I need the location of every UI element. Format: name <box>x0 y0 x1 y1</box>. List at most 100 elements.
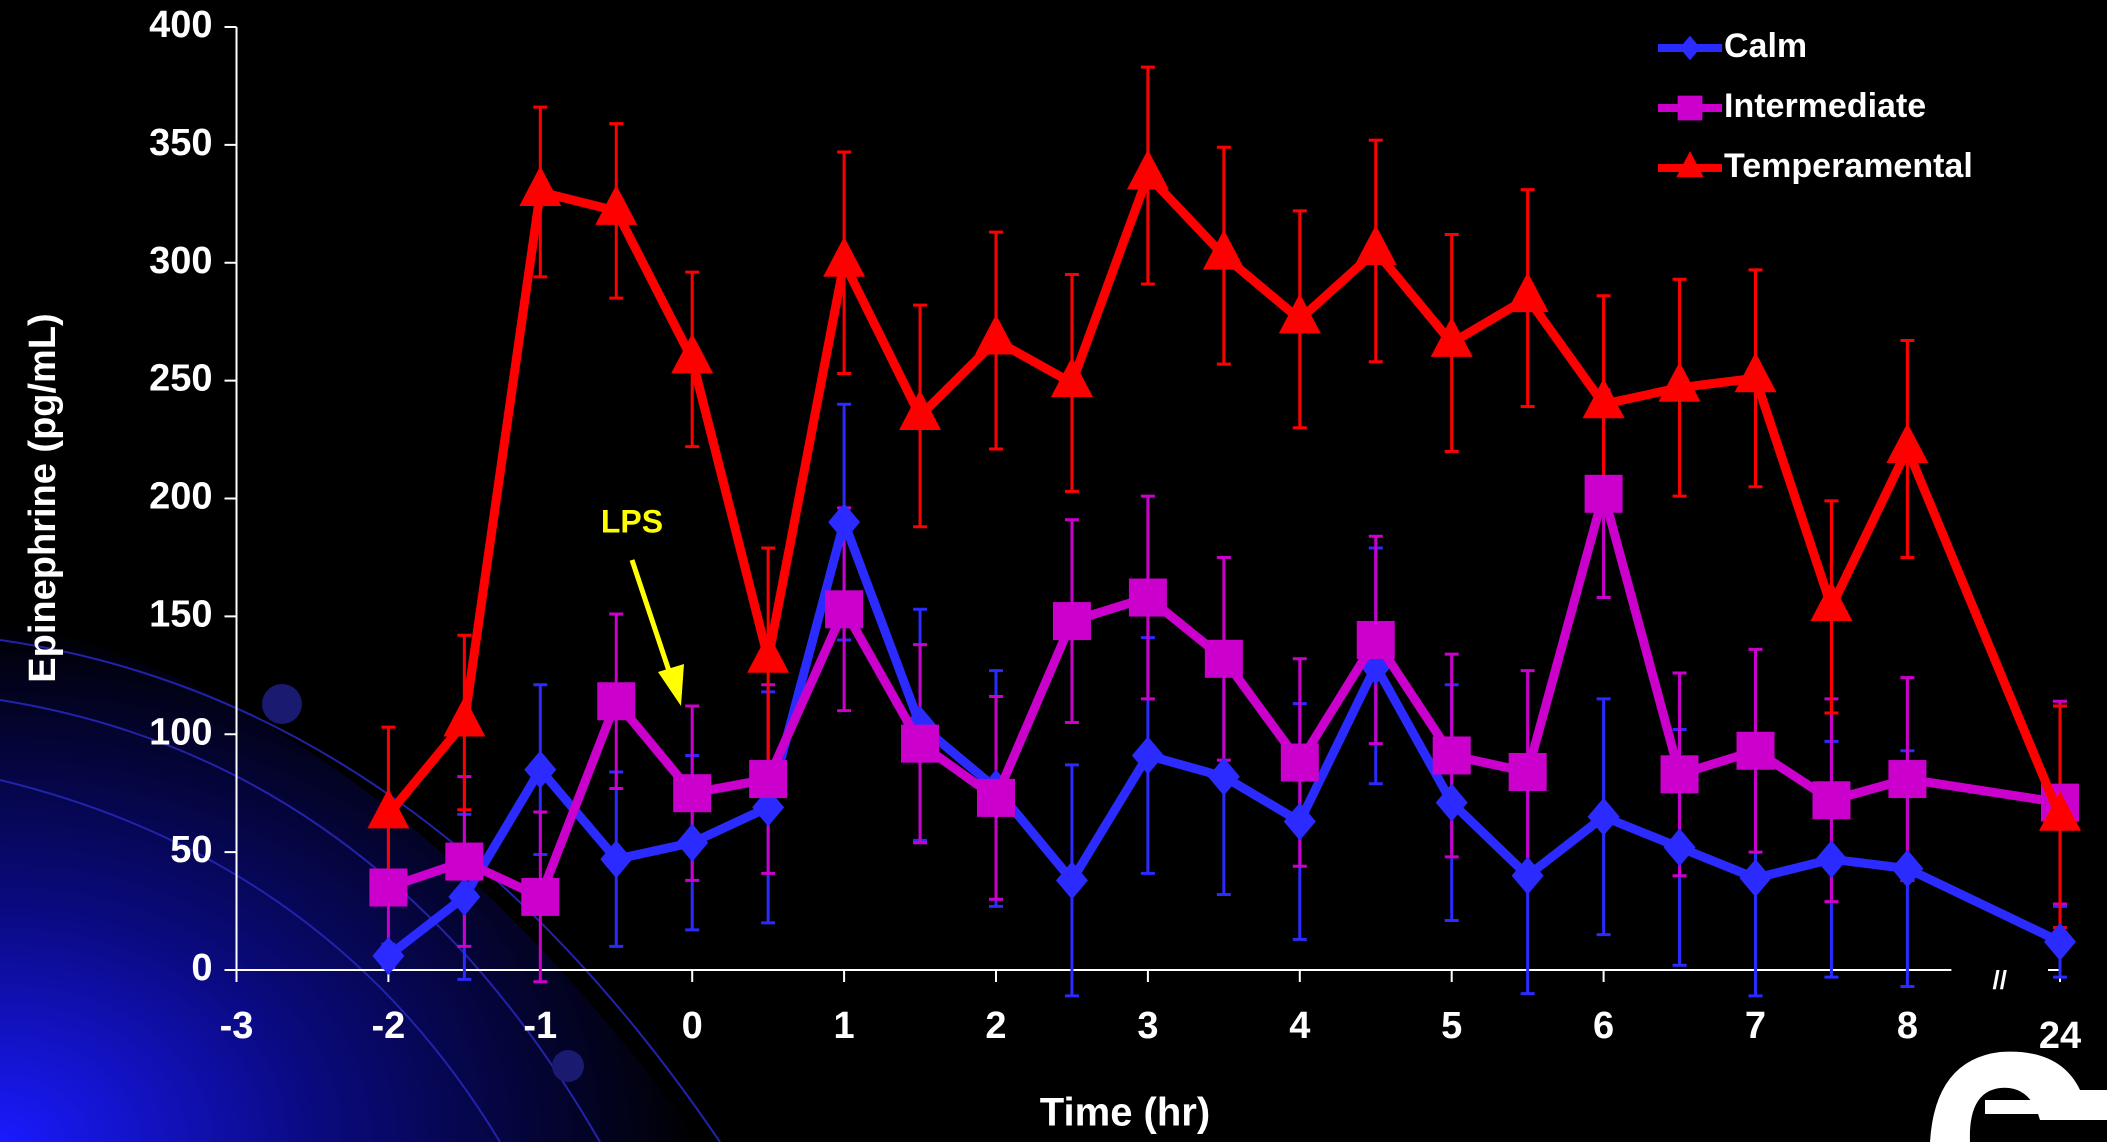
marker <box>1815 840 1848 879</box>
marker <box>1888 760 1927 799</box>
marker <box>1128 578 1167 617</box>
y-tick-label: 100 <box>149 711 212 753</box>
marker <box>977 778 1015 817</box>
y-axis-title: Epinephrine (pg/mL) <box>22 313 64 682</box>
marker <box>519 166 562 207</box>
marker <box>1739 859 1772 898</box>
y-tick-label: 150 <box>149 593 212 635</box>
marker <box>975 314 1017 355</box>
x-tick-label: 4 <box>1289 1005 1310 1047</box>
marker <box>372 936 405 975</box>
marker <box>1207 757 1240 796</box>
decor-dot <box>552 1050 584 1082</box>
marker <box>1131 736 1164 775</box>
y-tick-label: 50 <box>170 829 212 871</box>
marker <box>1736 731 1775 770</box>
series-line <box>384 171 2065 819</box>
x-tick-label: 5 <box>1441 1005 1462 1047</box>
marker <box>1354 224 1397 265</box>
marker <box>1660 755 1699 794</box>
marker <box>899 389 942 430</box>
x-tick-label: 7 <box>1745 1005 1766 1047</box>
marker <box>1126 149 1169 190</box>
marker <box>1812 781 1851 820</box>
y-tick-label: 350 <box>149 122 212 164</box>
marker <box>749 760 788 799</box>
y-tick-label: 200 <box>149 476 212 518</box>
marker <box>1663 828 1696 867</box>
marker <box>524 750 557 789</box>
annotation: LPS <box>601 503 663 539</box>
axis-break: // <box>1992 965 2006 995</box>
marker <box>443 696 486 737</box>
marker <box>2039 790 2081 831</box>
marker <box>1886 422 1929 463</box>
marker <box>673 774 712 813</box>
legend-label: Intermediate <box>1724 87 1926 125</box>
marker <box>595 184 638 225</box>
marker <box>1432 736 1471 775</box>
marker <box>597 682 636 721</box>
x-tick-label: 0 <box>682 1005 703 1047</box>
marker <box>1050 356 1093 397</box>
marker <box>1430 316 1473 357</box>
decor-arc <box>0 699 601 1142</box>
marker <box>1356 620 1395 659</box>
decor-arc <box>0 779 501 1142</box>
marker <box>1435 783 1468 822</box>
marker <box>1052 602 1091 641</box>
marker <box>1508 752 1547 791</box>
marker <box>1055 861 1088 900</box>
marker <box>1584 474 1623 513</box>
marker <box>600 840 633 879</box>
y-tick-label: 250 <box>149 358 212 400</box>
marker <box>1891 849 1924 888</box>
x-tick-label: 1 <box>834 1005 855 1047</box>
marker <box>825 590 864 629</box>
x-axis-title: Time (hr) <box>1040 1091 1210 1135</box>
annotation-arrowhead <box>658 664 684 706</box>
x-tick-label: -3 <box>220 1005 254 1047</box>
x-tick-label: 2 <box>985 1005 1006 1047</box>
background-glow <box>0 620 700 1142</box>
x-tick-label: 8 <box>1897 1005 1918 1047</box>
x-tick-label: -1 <box>523 1005 557 1047</box>
marker <box>1587 797 1620 836</box>
series-line <box>386 489 2061 902</box>
marker <box>1202 229 1245 270</box>
marker <box>1658 361 1701 402</box>
legend-label: Temperamental <box>1724 147 1973 185</box>
marker <box>901 724 940 763</box>
x-tick-label: 6 <box>1593 1005 1614 1047</box>
x-tick-label: 3 <box>1137 1005 1158 1047</box>
marker <box>1204 639 1243 678</box>
marker <box>671 333 714 374</box>
y-tick-label: 400 <box>149 4 212 46</box>
marker <box>2044 922 2076 961</box>
marker <box>1582 378 1625 419</box>
marker <box>1734 352 1777 393</box>
marker <box>448 877 481 916</box>
marker <box>1283 802 1316 841</box>
marker <box>445 842 484 881</box>
decor-dot <box>262 684 302 724</box>
marker <box>367 788 410 829</box>
marker <box>676 823 709 862</box>
marker <box>1280 743 1319 782</box>
legend-label: Calm <box>1724 27 1807 65</box>
x-tick-label: 24 <box>2039 1015 2081 1057</box>
legend-marker <box>1677 95 1703 121</box>
marker <box>747 632 790 673</box>
marker <box>828 503 861 542</box>
marker <box>1511 856 1544 895</box>
marker <box>521 877 560 916</box>
marker <box>369 868 408 907</box>
marker <box>1810 580 1853 621</box>
annotation-arrow <box>629 559 675 681</box>
legend-marker <box>1676 151 1704 178</box>
series-line <box>385 517 2062 960</box>
logo <box>1930 1051 2107 1142</box>
y-tick-label: 0 <box>191 947 212 989</box>
x-tick-label: -2 <box>372 1005 406 1047</box>
